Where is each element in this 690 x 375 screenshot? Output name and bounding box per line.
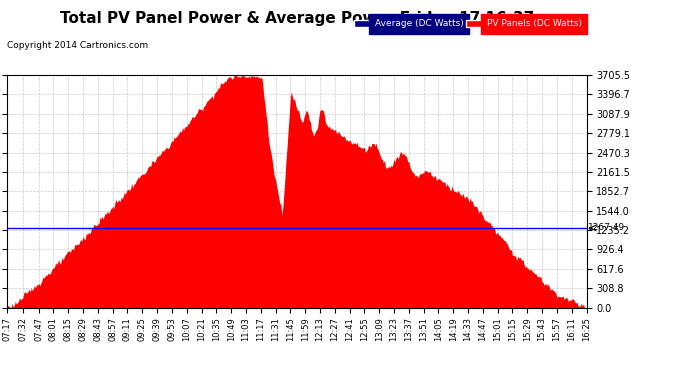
Text: Copyright 2014 Cartronics.com: Copyright 2014 Cartronics.com bbox=[7, 41, 148, 50]
Text: Total PV Panel Power & Average Power Fri Jan 17 16:37: Total PV Panel Power & Average Power Fri… bbox=[59, 11, 534, 26]
Text: 1267.49: 1267.49 bbox=[0, 209, 1, 246]
Legend: Average (DC Watts), PV Panels (DC Watts): Average (DC Watts), PV Panels (DC Watts) bbox=[351, 16, 585, 32]
Text: 1267.49: 1267.49 bbox=[588, 224, 624, 232]
